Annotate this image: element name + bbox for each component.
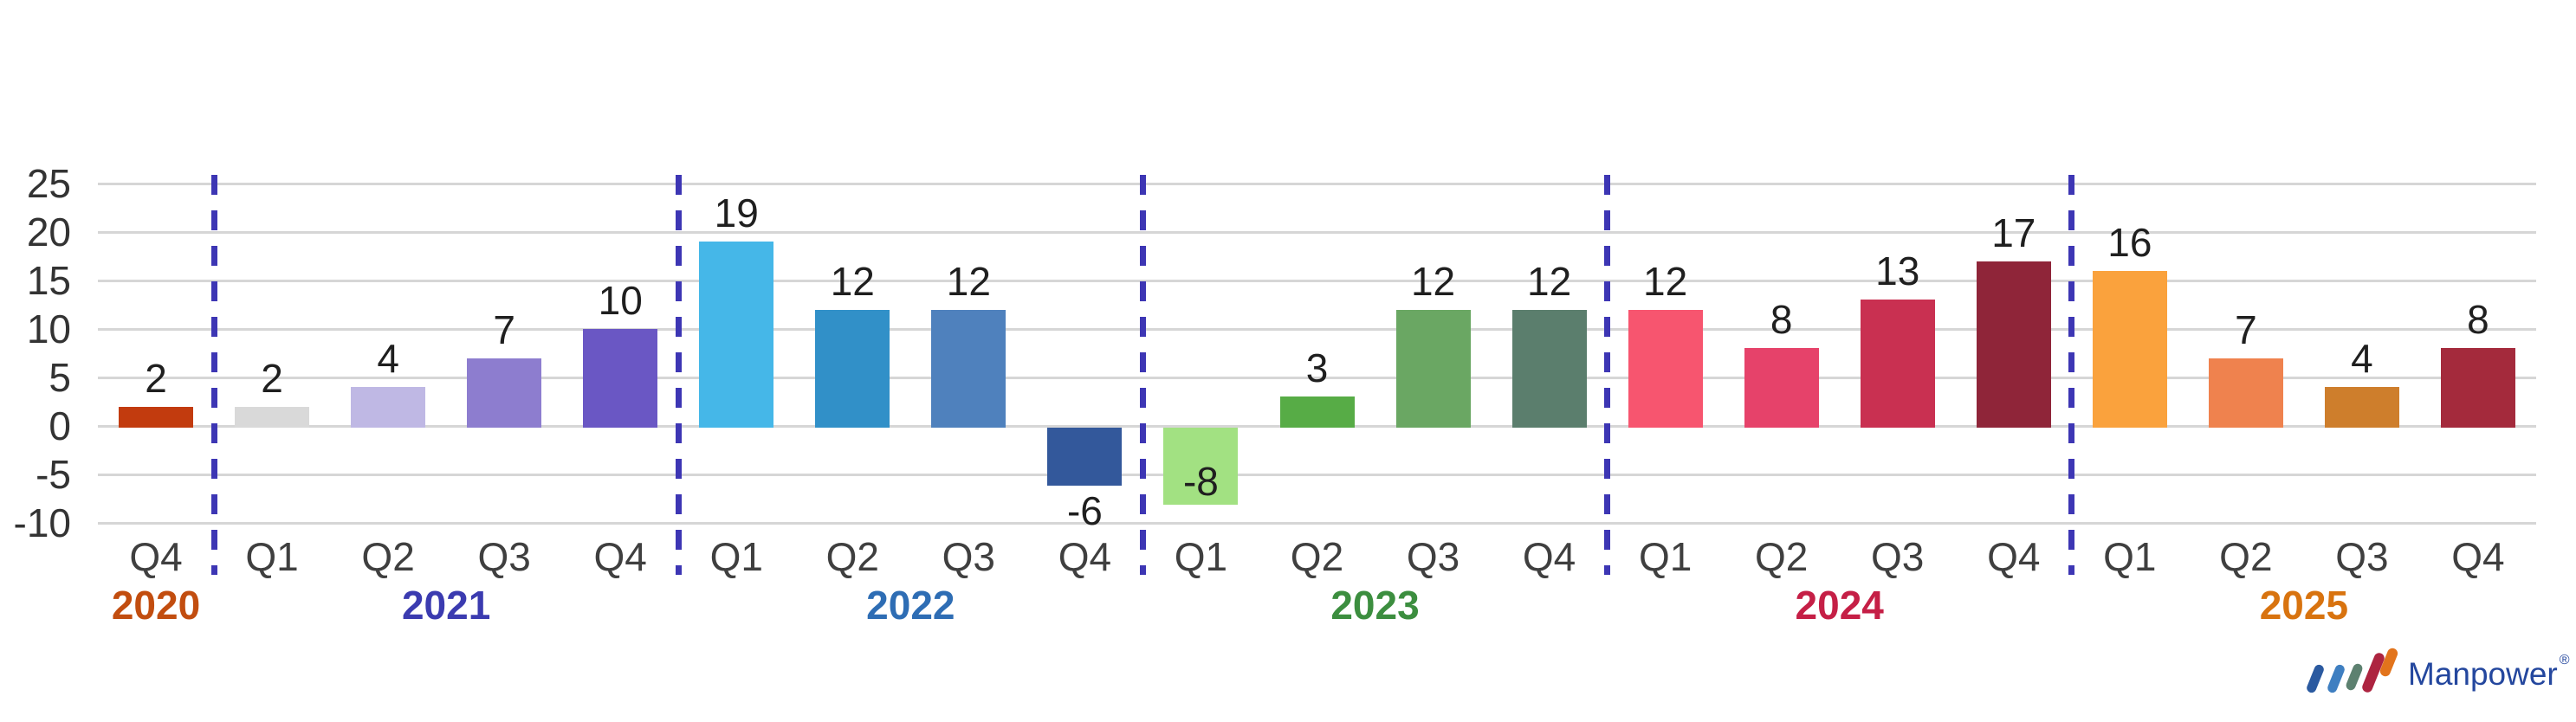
- bar-q2-2021: [351, 387, 426, 428]
- value-label-q3-2023: 12: [1410, 258, 1456, 304]
- bar-q1-2025: [2092, 270, 2167, 428]
- x-tick-q4-2023: Q4: [1522, 534, 1576, 579]
- value-label-q3-2025: 4: [2351, 336, 2373, 382]
- bar-q4-2022: [1047, 427, 1123, 486]
- y-axis-tick-label: 15: [26, 258, 71, 303]
- x-tick-q2-2025: Q2: [2219, 534, 2273, 579]
- bar-q4-2021: [583, 329, 658, 428]
- x-tick-q1-2022: Q1: [709, 534, 763, 579]
- value-label-q1-2025: 16: [2107, 219, 2152, 265]
- x-tick-q1-2025: Q1: [2103, 534, 2157, 579]
- year-label-2021: 2021: [401, 583, 491, 628]
- bar-q3-2023: [1395, 309, 1471, 428]
- manpower-logo-icon: [2307, 648, 2398, 693]
- year-separator-line: [1604, 175, 1611, 575]
- manpower-logo-bar: [2327, 664, 2345, 693]
- bar-q1-2022: [699, 242, 774, 428]
- x-tick-q4-2020: Q4: [129, 534, 183, 579]
- value-label-q4-2025: 8: [2467, 297, 2489, 343]
- value-label-q1-2023: -8: [1182, 459, 1219, 505]
- bar-q3-2025: [2324, 387, 2399, 428]
- x-tick-q1-2023: Q1: [1174, 534, 1228, 579]
- year-separator-line: [675, 175, 682, 575]
- value-label-q2-2021: 4: [377, 336, 399, 382]
- value-label-q4-2024: 17: [1991, 210, 2036, 255]
- x-tick-q1-2021: Q1: [245, 534, 299, 579]
- bar-q1-2024: [1628, 309, 1703, 428]
- value-label-q4-2021: 10: [598, 278, 643, 323]
- y-axis-tick-label: 10: [26, 306, 71, 351]
- y-axis-tick-label: 0: [49, 403, 71, 448]
- bar-q2-2024: [1744, 348, 1819, 428]
- y-axis-tick-label: -5: [36, 452, 71, 497]
- bar-q3-2024: [1860, 300, 1935, 428]
- gridline: [98, 327, 2536, 331]
- year-separator-line: [1139, 175, 1146, 575]
- y-axis-tick-label: 20: [26, 210, 71, 255]
- value-label-q3-2024: 13: [1875, 248, 1920, 294]
- bar-q2-2025: [2208, 358, 2283, 428]
- value-label-q3-2022: 12: [946, 258, 991, 304]
- x-tick-q3-2023: Q3: [1406, 534, 1460, 579]
- x-tick-q4-2022: Q4: [1058, 534, 1112, 579]
- year-separator-line: [210, 175, 217, 575]
- bar-q2-2023: [1279, 396, 1355, 428]
- registered-trademark-icon: ®: [2559, 653, 2570, 667]
- y-axis-tick-label: -10: [13, 500, 71, 545]
- x-tick-q2-2023: Q2: [1290, 534, 1344, 579]
- manpower-logo: Manpower ®: [2297, 643, 2570, 697]
- bar-q3-2022: [931, 309, 1006, 428]
- bar-q3-2021: [467, 358, 542, 428]
- x-tick-q2-2022: Q2: [825, 534, 879, 579]
- year-separator-line: [2068, 175, 2075, 575]
- x-tick-q2-2021: Q2: [361, 534, 415, 579]
- value-label-q1-2022: 19: [714, 190, 759, 236]
- value-label-q1-2024: 12: [1643, 258, 1688, 304]
- x-tick-q4-2025: Q4: [2451, 534, 2505, 579]
- value-label-q2-2024: 8: [1770, 297, 1793, 343]
- year-label-2022: 2022: [866, 583, 955, 628]
- manpower-logo-bar: [2362, 653, 2385, 693]
- value-label-q2-2022: 12: [830, 258, 875, 304]
- gridline: [98, 182, 2536, 185]
- x-tick-q3-2022: Q3: [942, 534, 996, 579]
- manpower-logo-bar: [2346, 663, 2363, 691]
- bar-q4-2020: [119, 406, 194, 428]
- manpower-logo-text: Manpower: [2408, 656, 2558, 692]
- value-label-q4-2020: 2: [145, 355, 167, 401]
- x-tick-q4-2024: Q4: [1987, 534, 2041, 579]
- bar-q4-2023: [1511, 309, 1587, 428]
- gridline: [98, 376, 2536, 379]
- year-label-2020: 2020: [111, 583, 201, 628]
- value-label-q2-2025: 7: [2235, 306, 2257, 352]
- value-label-q4-2023: 12: [1527, 258, 1572, 304]
- bar-q1-2023: [1163, 427, 1239, 506]
- gridline: [98, 521, 2536, 525]
- value-label-q2-2023: 3: [1305, 345, 1329, 391]
- y-axis-tick-label: 25: [26, 161, 71, 206]
- gridline: [98, 279, 2536, 282]
- manpower-logo-bar: [2307, 664, 2324, 693]
- value-label-q4-2022: -6: [1066, 487, 1103, 533]
- value-label-q1-2021: 2: [261, 355, 283, 401]
- x-tick-q3-2021: Q3: [477, 534, 531, 579]
- x-tick-q1-2024: Q1: [1638, 534, 1693, 579]
- bar-q1-2021: [235, 406, 310, 428]
- x-tick-q3-2025: Q3: [2335, 534, 2389, 579]
- bar-q4-2025: [2440, 348, 2515, 428]
- y-axis-tick-label: 5: [49, 355, 71, 400]
- value-label-q3-2021: 7: [493, 306, 515, 352]
- x-tick-q3-2024: Q3: [1871, 534, 1925, 579]
- year-label-2024: 2024: [1795, 583, 1884, 628]
- bar-q2-2022: [815, 309, 890, 428]
- x-tick-q2-2024: Q2: [1754, 534, 1809, 579]
- bar-q4-2024: [1976, 261, 2051, 428]
- year-label-2025: 2025: [2259, 583, 2349, 628]
- year-label-2023: 2023: [1330, 583, 1420, 628]
- x-tick-q4-2021: Q4: [593, 534, 647, 579]
- gridline: [98, 230, 2536, 234]
- manpower-logo-bar: [2379, 648, 2398, 677]
- gridline: [98, 473, 2536, 476]
